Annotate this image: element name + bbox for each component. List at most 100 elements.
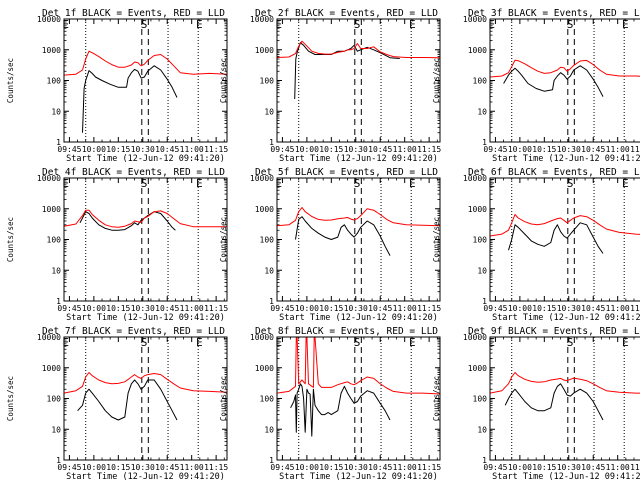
y-tick-label: 10 xyxy=(264,266,274,275)
event-marker-label: E xyxy=(409,336,416,349)
x-tick-label: 10:15 xyxy=(319,304,343,313)
y-axis-label: Counts/sec xyxy=(432,217,441,262)
x-tick-label: 10:45 xyxy=(155,145,179,154)
event-marker-label: E xyxy=(275,177,282,190)
y-tick-label: 1000 xyxy=(42,205,61,214)
x-tick-label: 11:00 xyxy=(180,463,204,472)
y-tick-label: 1000 xyxy=(468,46,487,55)
x-tick-label: 10:30 xyxy=(131,463,155,472)
lld-line xyxy=(63,372,228,394)
plot-frame xyxy=(63,336,228,461)
events-line xyxy=(504,383,604,421)
x-tick-label: 09:45 xyxy=(483,463,507,472)
y-tick-label: 1000 xyxy=(255,364,274,373)
plot-frame xyxy=(276,177,441,302)
x-tick-label: 11:00 xyxy=(606,304,630,313)
x-tick-label: 10:00 xyxy=(508,145,532,154)
x-tick-label: 11:15 xyxy=(630,463,640,472)
x-tick-label: 10:30 xyxy=(344,145,368,154)
y-tick-label: 1 xyxy=(269,456,274,465)
panel-title: Det 7f BLACK = Events, RED = LLD xyxy=(42,326,225,337)
event-marker-label: E xyxy=(622,18,629,31)
y-tick-label: 10000 xyxy=(250,15,274,24)
event-marker-label: E xyxy=(62,18,69,31)
x-axis-label: Start Time (12-Jun-12 09:41:20) xyxy=(492,154,640,164)
y-tick-label: 1000 xyxy=(42,364,61,373)
panel-title: Det 1f BLACK = Events, RED = LLD xyxy=(42,8,225,19)
x-axis-label: Start Time (12-Jun-12 09:41:20) xyxy=(492,313,640,323)
event-marker-label: S xyxy=(354,177,361,190)
panel-title: Det 4f BLACK = Events, RED = LLD xyxy=(42,167,225,178)
lld-line xyxy=(489,59,640,78)
y-tick-label: 10000 xyxy=(37,15,61,24)
y-tick-label: 100 xyxy=(47,395,62,404)
x-tick-label: 10:30 xyxy=(131,145,155,154)
panel-det-2f: Det 2f BLACK = Events, RED = LLD 1 10 100 10… xyxy=(219,8,441,164)
plot-frame xyxy=(489,18,640,143)
y-axis-label: Counts/sec xyxy=(219,376,228,421)
y-tick-label: 1 xyxy=(482,138,487,147)
x-tick-label: 10:45 xyxy=(155,463,179,472)
y-tick-label: 10000 xyxy=(37,174,61,183)
y-tick-label: 1 xyxy=(482,297,487,306)
x-tick-label: 10:15 xyxy=(106,463,130,472)
x-axis-label: Start Time (12-Jun-12 09:41:20) xyxy=(279,472,438,480)
x-tick-label: 09:45 xyxy=(57,304,81,313)
x-tick-label: 10:45 xyxy=(368,463,392,472)
x-axis-label: Start Time (12-Jun-12 09:41:20) xyxy=(492,472,640,480)
x-tick-label: 10:30 xyxy=(344,304,368,313)
event-marker-label: S xyxy=(567,177,574,190)
y-axis-label: Counts/sec xyxy=(432,376,441,421)
panel-title: Det 5f BLACK = Events, RED = LLD xyxy=(255,167,438,178)
event-marker-label: E xyxy=(275,18,282,31)
x-tick-label: 11:00 xyxy=(393,304,417,313)
x-tick-label: 10:45 xyxy=(581,145,605,154)
x-axis-label: Start Time (12-Jun-12 09:41:20) xyxy=(279,313,438,323)
lld-line xyxy=(489,372,640,394)
event-marker-label: E xyxy=(196,336,203,349)
y-tick-label: 10000 xyxy=(37,333,61,342)
x-tick-label: 11:15 xyxy=(204,463,228,472)
y-tick-label: 100 xyxy=(260,77,275,86)
x-tick-label: 10:15 xyxy=(319,145,343,154)
y-tick-label: 10 xyxy=(477,266,487,275)
y-tick-label: 100 xyxy=(473,236,488,245)
x-tick-label: 10:00 xyxy=(295,304,319,313)
x-tick-label: 11:15 xyxy=(417,145,441,154)
y-tick-label: 100 xyxy=(473,77,488,86)
x-tick-label: 09:45 xyxy=(270,463,294,472)
events-line xyxy=(294,42,400,100)
panel-title: Det 3f BLACK = Events, RED = LLD xyxy=(468,8,640,19)
y-tick-label: 10000 xyxy=(250,174,274,183)
y-tick-label: 1000 xyxy=(42,46,61,55)
y-tick-label: 1 xyxy=(482,456,487,465)
x-tick-label: 11:00 xyxy=(606,145,630,154)
panel-det-1f: Det 1f BLACK = Events, RED = LLD 1 10 100 10… xyxy=(6,8,228,164)
event-marker-label: E xyxy=(62,336,69,349)
y-tick-label: 100 xyxy=(473,395,488,404)
x-tick-label: 10:45 xyxy=(368,145,392,154)
x-tick-label: 09:45 xyxy=(57,145,81,154)
event-marker-label: S xyxy=(141,18,148,31)
y-axis-label: Counts/sec xyxy=(219,58,228,103)
x-tick-label: 10:30 xyxy=(557,304,581,313)
x-tick-label: 09:45 xyxy=(483,145,507,154)
x-tick-label: 11:15 xyxy=(417,304,441,313)
x-axis-label: Start Time (12-Jun-12 09:41:20) xyxy=(279,154,438,164)
x-tick-label: 10:30 xyxy=(344,463,368,472)
x-tick-label: 11:00 xyxy=(393,145,417,154)
events-line xyxy=(290,383,391,437)
panel-det-3f: Det 3f BLACK = Events, RED = LLD 1 10 100 10… xyxy=(432,8,640,164)
y-tick-label: 10000 xyxy=(463,333,487,342)
y-axis-label: Counts/sec xyxy=(219,217,228,262)
x-tick-label: 09:45 xyxy=(57,463,81,472)
events-line xyxy=(508,222,604,254)
x-axis-label: Start Time (12-Jun-12 09:41:20) xyxy=(66,313,225,323)
y-tick-label: 10000 xyxy=(463,174,487,183)
plot-frame xyxy=(63,18,228,143)
x-tick-label: 10:30 xyxy=(557,145,581,154)
events-line xyxy=(77,379,178,421)
x-tick-label: 10:30 xyxy=(131,304,155,313)
x-tick-label: 10:45 xyxy=(581,463,605,472)
event-marker-label: S xyxy=(141,177,148,190)
